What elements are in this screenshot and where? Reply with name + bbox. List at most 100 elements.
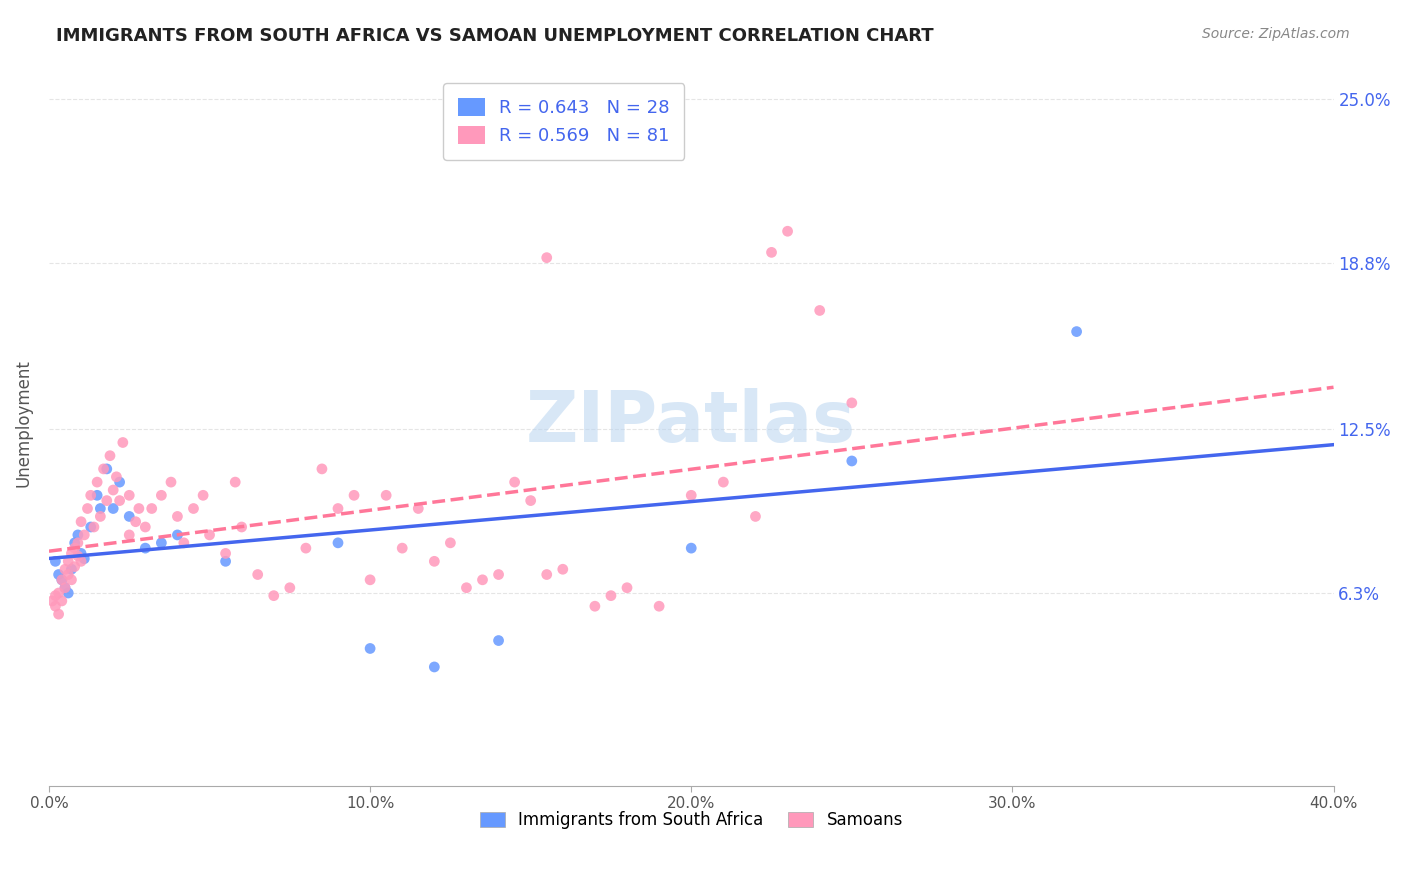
Text: ZIPatlas: ZIPatlas (526, 388, 856, 458)
Point (70, 515, 93, 529)
Point (58, 586, 80, 600)
Point (761, 245, 783, 260)
Point (53, 581, 76, 595)
Point (70, 546, 93, 560)
Text: IMMIGRANTS FROM SOUTH AFRICA VS SAMOAN UNEMPLOYMENT CORRELATION CHART: IMMIGRANTS FROM SOUTH AFRICA VS SAMOAN U… (56, 27, 934, 45)
Point (66, 528, 89, 542)
Point (63, 559, 86, 574)
Point (44, 589, 66, 603)
Point (295, 541, 318, 555)
Point (96, 493, 118, 508)
Point (439, 536, 461, 550)
Point (326, 501, 349, 516)
Point (58, 567, 80, 582)
Point (173, 536, 195, 550)
Point (66, 549, 89, 563)
Point (423, 660, 446, 674)
Point (44, 599, 66, 614)
Point (98, 449, 121, 463)
Point (108, 493, 131, 508)
Point (616, 581, 638, 595)
Point (118, 509, 141, 524)
Point (134, 520, 156, 534)
Point (488, 567, 510, 582)
Point (118, 488, 141, 502)
Point (359, 573, 381, 587)
Point (391, 541, 413, 555)
Point (263, 589, 285, 603)
Point (93, 462, 115, 476)
Point (128, 501, 150, 516)
Point (51, 573, 73, 587)
Point (583, 599, 606, 614)
Point (89, 501, 111, 516)
Point (711, 475, 734, 489)
Point (456, 581, 478, 595)
Point (53, 581, 76, 595)
Point (80, 520, 103, 534)
Point (48, 586, 70, 600)
Point (375, 488, 398, 502)
Point (214, 546, 236, 560)
Point (60, 573, 83, 587)
Point (519, 493, 541, 508)
Point (246, 567, 269, 582)
Point (86, 475, 108, 489)
Point (103, 501, 125, 516)
Point (150, 536, 173, 550)
Point (406, 501, 429, 516)
Legend: Immigrants from South Africa, Samoans: Immigrants from South Africa, Samoans (472, 805, 910, 836)
Point (198, 528, 221, 542)
Text: Source: ZipAtlas.com: Source: ZipAtlas.com (1202, 27, 1350, 41)
Point (183, 501, 205, 516)
Point (60, 546, 83, 560)
Point (124, 515, 146, 529)
Point (41, 594, 63, 608)
Point (681, 541, 703, 555)
Point (51, 594, 73, 608)
Point (343, 488, 366, 502)
Point (488, 633, 510, 648)
Point (471, 573, 494, 587)
Point (841, 396, 863, 410)
Y-axis label: Unemployment: Unemployment (15, 359, 32, 487)
Point (423, 554, 446, 568)
Point (191, 488, 214, 502)
Point (551, 562, 574, 576)
Point (1066, 325, 1088, 339)
Point (63, 536, 86, 550)
Point (51, 573, 73, 587)
Point (108, 475, 131, 489)
Point (166, 528, 188, 542)
Point (48, 567, 70, 582)
Point (214, 554, 236, 568)
Point (536, 567, 558, 582)
Point (53, 562, 76, 576)
Point (76, 501, 98, 516)
Point (118, 528, 141, 542)
Point (841, 454, 863, 468)
Point (648, 599, 671, 614)
Point (83, 520, 105, 534)
Point (63, 541, 86, 555)
Point (44, 554, 66, 568)
Point (166, 509, 188, 524)
Point (48, 607, 70, 622)
Point (105, 470, 128, 484)
Point (681, 488, 703, 502)
Point (359, 641, 381, 656)
Point (224, 475, 246, 489)
Point (536, 251, 558, 265)
Point (60, 562, 83, 576)
Point (326, 536, 349, 550)
Point (744, 509, 766, 524)
Point (808, 303, 831, 318)
Point (134, 541, 156, 555)
Point (80, 488, 103, 502)
Point (278, 581, 301, 595)
Point (73, 551, 96, 566)
Point (70, 554, 93, 568)
Point (86, 488, 108, 502)
Point (103, 483, 125, 497)
Point (141, 501, 163, 516)
